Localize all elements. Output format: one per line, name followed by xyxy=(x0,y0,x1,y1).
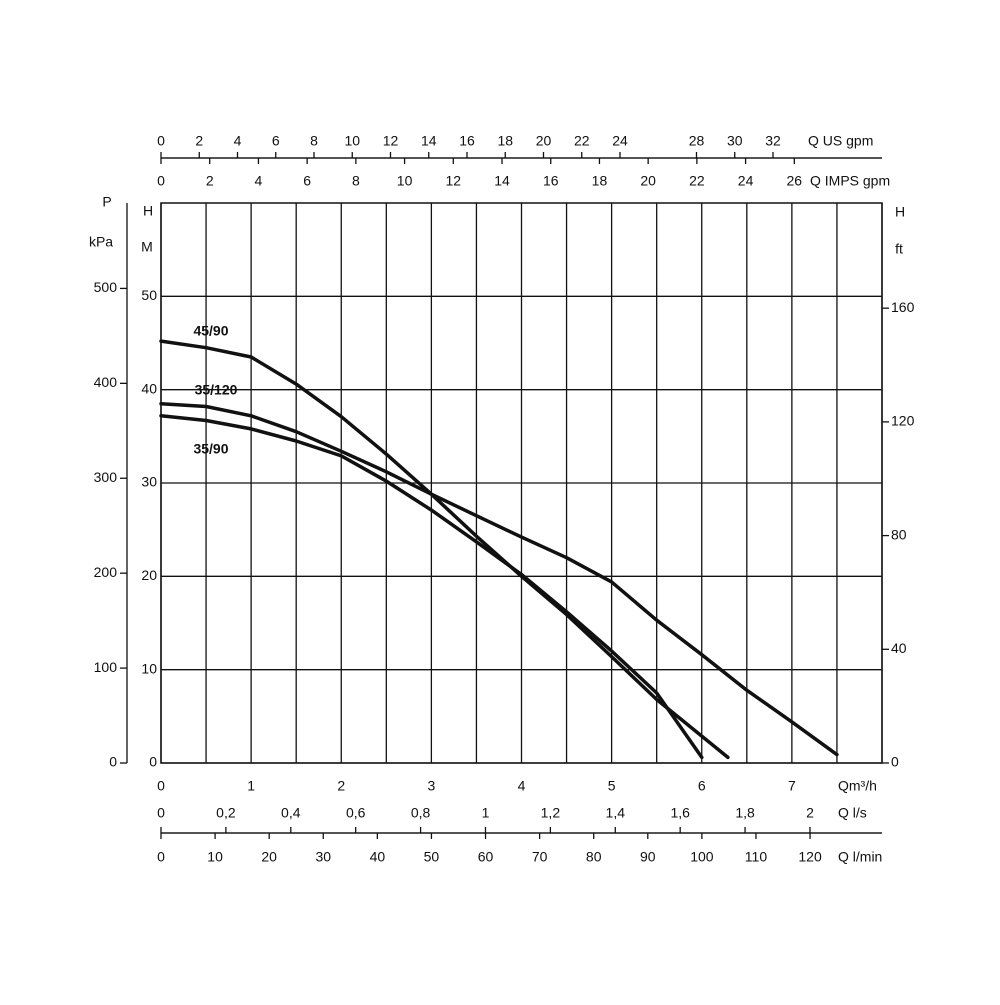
axis-unit: kPa xyxy=(89,234,113,250)
y-tick-label: 20 xyxy=(141,567,157,583)
tick-label: 110 xyxy=(745,849,768,865)
axis-title: H xyxy=(895,204,905,220)
y-tick-label: 40 xyxy=(141,380,157,396)
tick-label: 300 xyxy=(94,469,118,485)
tick-label: 18 xyxy=(592,173,608,189)
tick-label: 0 xyxy=(157,173,165,189)
tick-label: 120 xyxy=(891,413,915,429)
curve xyxy=(159,339,730,760)
tick-label: 20 xyxy=(640,173,656,189)
x-axis-title: Qm³/h xyxy=(838,778,877,794)
tick-label: 26 xyxy=(787,173,803,189)
tick-label: 10 xyxy=(344,133,360,149)
x-tick-label: 6 xyxy=(698,778,706,794)
tick-label: 0,6 xyxy=(346,805,366,821)
tick-label: 0 xyxy=(157,133,165,149)
x-tick-label: 2 xyxy=(337,778,345,794)
tick-label: 30 xyxy=(315,849,331,865)
tick-label: 0 xyxy=(891,754,899,770)
tick-label: 200 xyxy=(94,564,118,580)
curve-label: 35/90 xyxy=(193,441,228,457)
tick-label: 80 xyxy=(891,526,907,542)
tick-label: 40 xyxy=(370,849,386,865)
tick-label: 80 xyxy=(586,849,602,865)
tick-label: 1,8 xyxy=(735,805,755,821)
tick-label: 100 xyxy=(94,659,118,675)
tick-label: 50 xyxy=(424,849,440,865)
tick-label: 400 xyxy=(94,374,118,390)
curve-label: 45/90 xyxy=(193,323,228,339)
x-tick-label: 0 xyxy=(157,778,165,794)
tick-label: 10 xyxy=(397,173,413,189)
tick-label: 24 xyxy=(738,173,754,189)
tick-label: 22 xyxy=(574,133,590,149)
y-tick-label: 10 xyxy=(141,660,157,676)
y-axis-title: H xyxy=(143,203,153,219)
tick-label: 10 xyxy=(207,849,223,865)
tick-label: 160 xyxy=(891,299,915,315)
tick-label: 12 xyxy=(383,133,399,149)
tick-label: 90 xyxy=(640,849,656,865)
tick-label: 28 xyxy=(689,133,705,149)
tick-label: 32 xyxy=(765,133,781,149)
tick-label: 30 xyxy=(727,133,743,149)
tick-label: 2 xyxy=(806,805,814,821)
x-tick-label: 1 xyxy=(247,778,255,794)
tick-label: 60 xyxy=(478,849,494,865)
y-tick-label: 0 xyxy=(149,754,157,770)
tick-label: 22 xyxy=(689,173,705,189)
y-tick-label: 50 xyxy=(141,287,157,303)
tick-label: 2 xyxy=(206,173,214,189)
tick-label: 20 xyxy=(261,849,277,865)
tick-label: 18 xyxy=(497,133,513,149)
x-tick-label: 7 xyxy=(788,778,796,794)
tick-label: 12 xyxy=(446,173,462,189)
tick-label: 1 xyxy=(482,805,490,821)
tick-label: 16 xyxy=(459,133,475,149)
tick-label: 20 xyxy=(536,133,552,149)
tick-label: 4 xyxy=(255,173,263,189)
tick-label: 24 xyxy=(612,133,628,149)
tick-label: 6 xyxy=(303,173,311,189)
tick-label: 40 xyxy=(891,640,907,656)
curve xyxy=(159,401,839,757)
tick-label: 0 xyxy=(157,849,165,865)
tick-label: 0 xyxy=(109,754,117,770)
tick-label: 0,8 xyxy=(411,805,431,821)
tick-label: 0,4 xyxy=(281,805,301,821)
x-tick-label: 3 xyxy=(427,778,435,794)
curve-label: 35/120 xyxy=(195,382,238,398)
tick-label: 14 xyxy=(494,173,510,189)
tick-label: 8 xyxy=(352,173,360,189)
axis-unit: ft xyxy=(895,241,903,257)
y-tick-label: 30 xyxy=(141,474,157,490)
x-tick-label: 4 xyxy=(518,778,526,794)
tick-label: 8 xyxy=(310,133,318,149)
tick-label: 100 xyxy=(690,849,714,865)
tick-label: 2 xyxy=(195,133,203,149)
tick-label: 1,2 xyxy=(541,805,561,821)
y-axis-unit: M xyxy=(141,239,153,255)
tick-label: 1,4 xyxy=(606,805,626,821)
tick-label: 4 xyxy=(234,133,242,149)
axis-title: Q US gpm xyxy=(808,133,873,149)
axis-title: Q l/min xyxy=(838,849,882,865)
tick-label: 1,6 xyxy=(670,805,690,821)
tick-label: 0,2 xyxy=(216,805,236,821)
axis-title: Q IMPS gpm xyxy=(810,173,890,189)
tick-label: 16 xyxy=(543,173,559,189)
axis-title: Q l/s xyxy=(838,805,867,821)
tick-label: 70 xyxy=(532,849,548,865)
tick-label: 500 xyxy=(94,279,118,295)
tick-label: 6 xyxy=(272,133,280,149)
tick-label: 120 xyxy=(798,849,822,865)
x-tick-label: 5 xyxy=(608,778,616,794)
tick-label: 14 xyxy=(421,133,437,149)
curve xyxy=(159,414,704,760)
tick-label: 0 xyxy=(157,805,165,821)
axis-title: P xyxy=(102,194,111,210)
